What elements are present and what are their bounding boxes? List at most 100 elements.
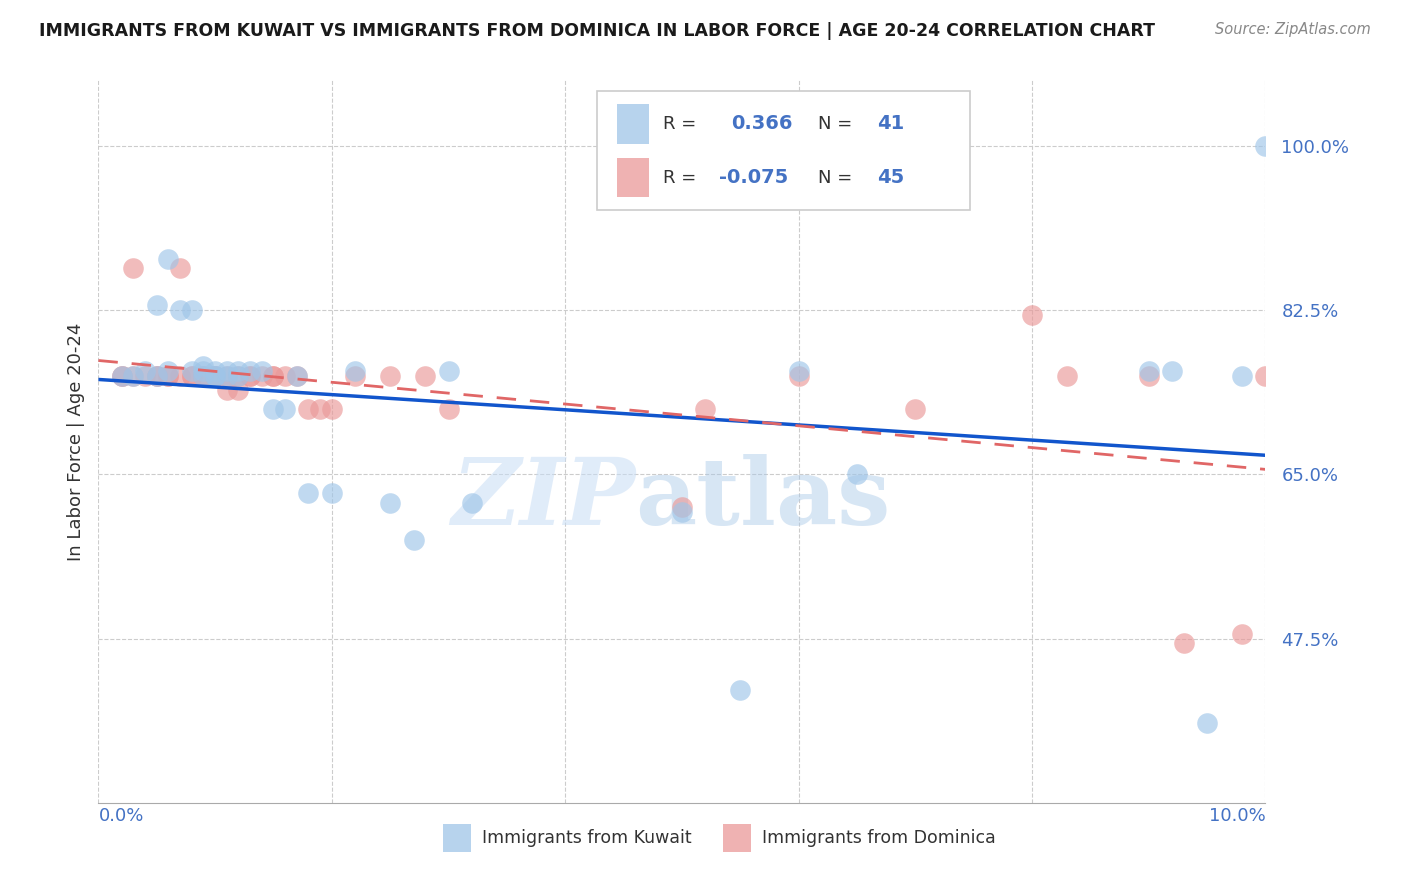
Point (239, 364, 262, 378)
Point (344, 368, 367, 383)
Point (228, 383, 250, 397)
Point (1230, 627, 1253, 641)
Point (111, 368, 134, 383)
Point (215, 383, 238, 397)
FancyBboxPatch shape (617, 104, 650, 144)
Point (204, 368, 226, 383)
Point (321, 486, 343, 500)
Point (1137, 368, 1160, 383)
Point (157, 368, 180, 383)
Point (193, 368, 215, 383)
Point (180, 303, 202, 318)
Point (157, 368, 180, 383)
Text: 10.0%: 10.0% (1209, 806, 1265, 824)
Point (122, 260, 145, 275)
Point (215, 364, 238, 378)
Point (380, 368, 402, 383)
Text: 0.0%: 0.0% (98, 806, 143, 824)
Point (134, 368, 156, 383)
FancyBboxPatch shape (617, 158, 650, 197)
Text: -0.075: -0.075 (720, 168, 789, 187)
Point (1056, 368, 1078, 383)
Text: Immigrants from Dominica: Immigrants from Dominica (762, 830, 997, 847)
Y-axis label: In Labor Force | Age 20-24: In Labor Force | Age 20-24 (66, 322, 84, 561)
Point (193, 364, 215, 378)
Point (1254, 139, 1277, 153)
Point (1254, 368, 1277, 383)
Point (134, 364, 156, 378)
Text: 0.366: 0.366 (731, 114, 793, 133)
Point (695, 401, 717, 416)
Point (262, 368, 284, 383)
Text: 45: 45 (877, 168, 904, 187)
Point (180, 368, 202, 383)
Point (402, 533, 425, 547)
Point (285, 368, 308, 383)
Point (122, 368, 145, 383)
Point (262, 401, 284, 416)
Point (297, 486, 319, 500)
Point (193, 359, 215, 374)
Point (274, 401, 297, 416)
Point (239, 368, 262, 383)
Point (1021, 308, 1043, 322)
Text: ZIP: ZIP (451, 454, 636, 544)
Point (193, 368, 215, 383)
Point (671, 500, 693, 515)
Point (1195, 716, 1218, 731)
Point (215, 368, 238, 383)
Text: R =: R = (664, 169, 702, 186)
Point (262, 368, 284, 383)
Point (146, 368, 169, 383)
Point (250, 364, 273, 378)
Point (204, 364, 226, 378)
Point (204, 368, 226, 383)
Point (730, 683, 752, 698)
Point (1230, 368, 1253, 383)
Point (309, 401, 332, 416)
Point (146, 368, 169, 383)
Point (904, 401, 927, 416)
Point (157, 364, 180, 378)
Text: N =: N = (818, 115, 859, 133)
Point (228, 368, 250, 383)
Point (111, 368, 134, 383)
Point (297, 401, 319, 416)
Point (380, 495, 402, 509)
Point (321, 401, 343, 416)
Text: atlas: atlas (636, 454, 890, 544)
FancyBboxPatch shape (723, 824, 751, 852)
Point (228, 364, 250, 378)
Text: IMMIGRANTS FROM KUWAIT VS IMMIGRANTS FROM DOMINICA IN LABOR FORCE | AGE 20-24 CO: IMMIGRANTS FROM KUWAIT VS IMMIGRANTS FRO… (39, 22, 1156, 40)
Point (157, 252, 180, 266)
Point (274, 368, 297, 383)
Point (285, 368, 308, 383)
Point (1161, 364, 1184, 378)
Point (344, 364, 367, 378)
Point (1173, 636, 1195, 650)
Point (437, 364, 460, 378)
Point (169, 303, 191, 318)
Text: N =: N = (818, 169, 859, 186)
Point (193, 368, 215, 383)
Text: 41: 41 (877, 114, 904, 133)
FancyBboxPatch shape (596, 91, 970, 211)
Point (180, 368, 202, 383)
Point (228, 368, 250, 383)
Point (437, 401, 460, 416)
Point (250, 368, 273, 383)
Point (215, 368, 238, 383)
Point (169, 260, 191, 275)
Point (787, 364, 810, 378)
Point (122, 368, 145, 383)
Point (204, 368, 226, 383)
Point (1137, 364, 1160, 378)
Point (111, 368, 134, 383)
Point (787, 368, 810, 383)
Point (169, 368, 191, 383)
Text: Source: ZipAtlas.com: Source: ZipAtlas.com (1215, 22, 1371, 37)
Point (671, 505, 693, 519)
Point (146, 368, 169, 383)
Point (239, 368, 262, 383)
Point (461, 495, 484, 509)
